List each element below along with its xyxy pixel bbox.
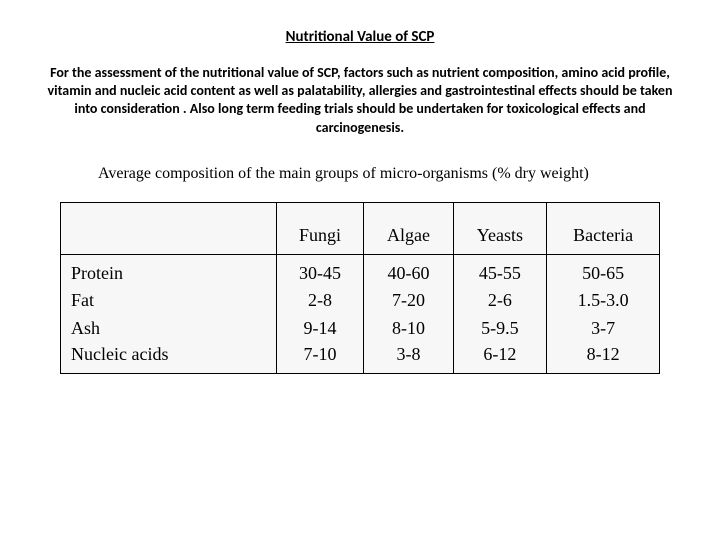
table-caption: Average composition of the main groups o…	[98, 163, 680, 185]
cell: 2-8	[276, 286, 364, 314]
composition-table-wrap: Fungi Algae Yeasts Bacteria Protein 30-4…	[60, 202, 660, 374]
col-header-blank	[61, 203, 277, 255]
col-header-bacteria: Bacteria	[547, 203, 660, 255]
cell: 3-7	[547, 314, 660, 342]
body-paragraph: For the assessment of the nutritional va…	[40, 64, 680, 137]
composition-table: Fungi Algae Yeasts Bacteria Protein 30-4…	[60, 202, 660, 374]
cell: 7-20	[364, 286, 453, 314]
table-row: Nucleic acids 7-10 3-8 6-12 8-12	[61, 342, 660, 374]
row-label: Ash	[61, 314, 277, 342]
cell: 6-12	[453, 342, 547, 374]
cell: 8-12	[547, 342, 660, 374]
cell: 5-9.5	[453, 314, 547, 342]
table-row: Protein 30-45 40-60 45-55 50-65	[61, 255, 660, 287]
row-label: Nucleic acids	[61, 342, 277, 374]
col-header-fungi: Fungi	[276, 203, 364, 255]
row-label: Protein	[61, 255, 277, 287]
cell: 1.5-3.0	[547, 286, 660, 314]
row-label: Fat	[61, 286, 277, 314]
cell: 45-55	[453, 255, 547, 287]
cell: 30-45	[276, 255, 364, 287]
cell: 2-6	[453, 286, 547, 314]
col-header-algae: Algae	[364, 203, 453, 255]
page-title: Nutritional Value of SCP	[40, 28, 680, 46]
cell: 8-10	[364, 314, 453, 342]
table-row: Ash 9-14 8-10 5-9.5 3-7	[61, 314, 660, 342]
col-header-yeasts: Yeasts	[453, 203, 547, 255]
table-row: Fat 2-8 7-20 2-6 1.5-3.0	[61, 286, 660, 314]
cell: 7-10	[276, 342, 364, 374]
cell: 3-8	[364, 342, 453, 374]
cell: 40-60	[364, 255, 453, 287]
cell: 50-65	[547, 255, 660, 287]
cell: 9-14	[276, 314, 364, 342]
table-header-row: Fungi Algae Yeasts Bacteria	[61, 203, 660, 255]
